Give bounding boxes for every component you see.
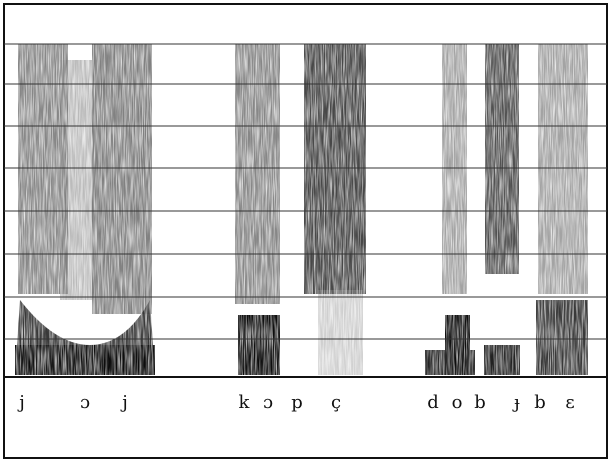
phone-label: k (239, 392, 251, 413)
phone-label: j (17, 392, 25, 413)
phone-label: ɛ (565, 392, 574, 413)
phone-label: b (474, 392, 486, 413)
phone-label: o (452, 392, 463, 413)
phone-label: j (120, 392, 128, 413)
phone-label: p (291, 392, 303, 413)
phone-label: ɟ (512, 392, 520, 413)
phone-label: ç (331, 392, 341, 413)
phone-label: b (534, 392, 546, 413)
phone-label: ɔ (80, 392, 90, 413)
phone-label: d (427, 392, 439, 413)
spectrogram (15, 44, 588, 375)
frequency-lines (4, 43, 607, 378)
phonetic-labels: j ɔ j k ɔ p ç d o b ɟ b ɛ (17, 392, 574, 413)
phone-label: ɔ (263, 392, 273, 413)
